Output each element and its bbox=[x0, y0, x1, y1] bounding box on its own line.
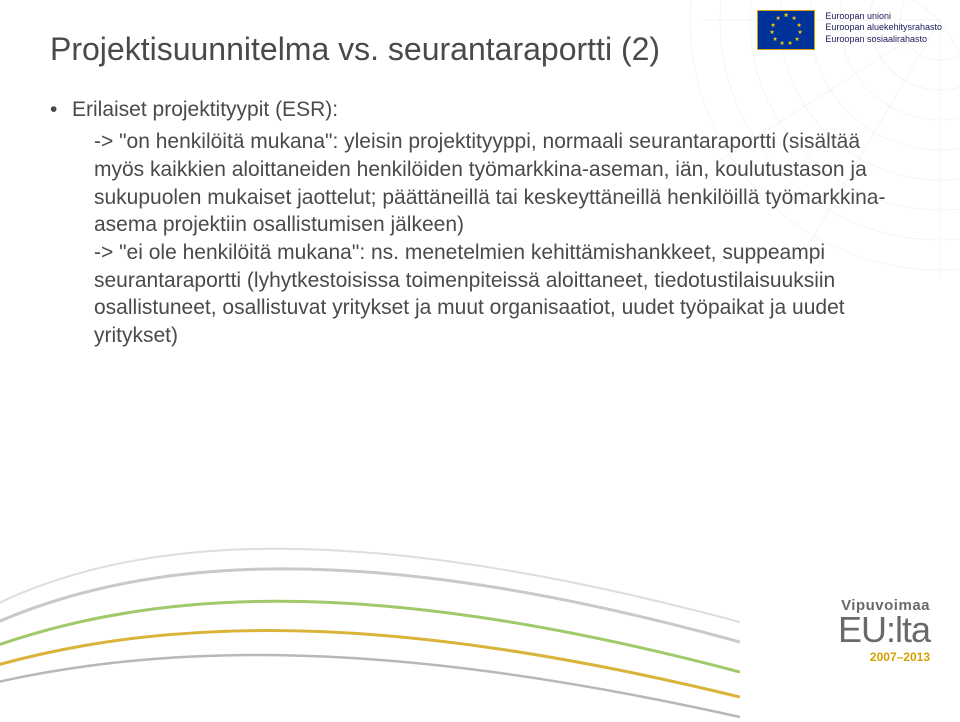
sub1-prefix: -> bbox=[94, 130, 119, 153]
eu-line3: Euroopan sosiaalirahasto bbox=[825, 34, 942, 45]
decorative-swoosh bbox=[0, 462, 740, 722]
vipu-mid: EU:lta bbox=[838, 612, 930, 648]
sub2-prefix: -> bbox=[94, 241, 119, 264]
vipuvoimaa-logo: Vipuvoimaa EU:lta 2007–2013 bbox=[838, 597, 930, 664]
eu-flag-icon: ★ ★ ★ ★ ★ ★ ★ ★ ★ ★ ★ ★ bbox=[757, 10, 815, 50]
bullet-heading: Erilaiset projektityypit (ESR): bbox=[50, 96, 890, 124]
eu-line2: Euroopan aluekehitysrahasto bbox=[825, 22, 942, 33]
eu-line1: Euroopan unioni bbox=[825, 11, 942, 22]
slide: ★ ★ ★ ★ ★ ★ ★ ★ ★ ★ ★ ★ Euroopan unioni … bbox=[0, 0, 960, 692]
sub1-quote: "on henkilöitä mukana" bbox=[119, 130, 332, 153]
vipu-bot: 2007–2013 bbox=[838, 650, 930, 664]
slide-content: Erilaiset projektityypit (ESR): -> "on h… bbox=[50, 96, 890, 349]
eu-text: Euroopan unioni Euroopan aluekehitysraha… bbox=[825, 10, 942, 45]
subitem-2: -> "ei ole henkilöitä mukana": ns. menet… bbox=[50, 239, 890, 350]
eu-logo-block: ★ ★ ★ ★ ★ ★ ★ ★ ★ ★ ★ ★ Euroopan unioni … bbox=[757, 10, 942, 50]
subitem-1: -> "on henkilöitä mukana": yleisin proje… bbox=[50, 128, 890, 239]
sub2-quote: "ei ole henkilöitä mukana" bbox=[119, 241, 359, 264]
